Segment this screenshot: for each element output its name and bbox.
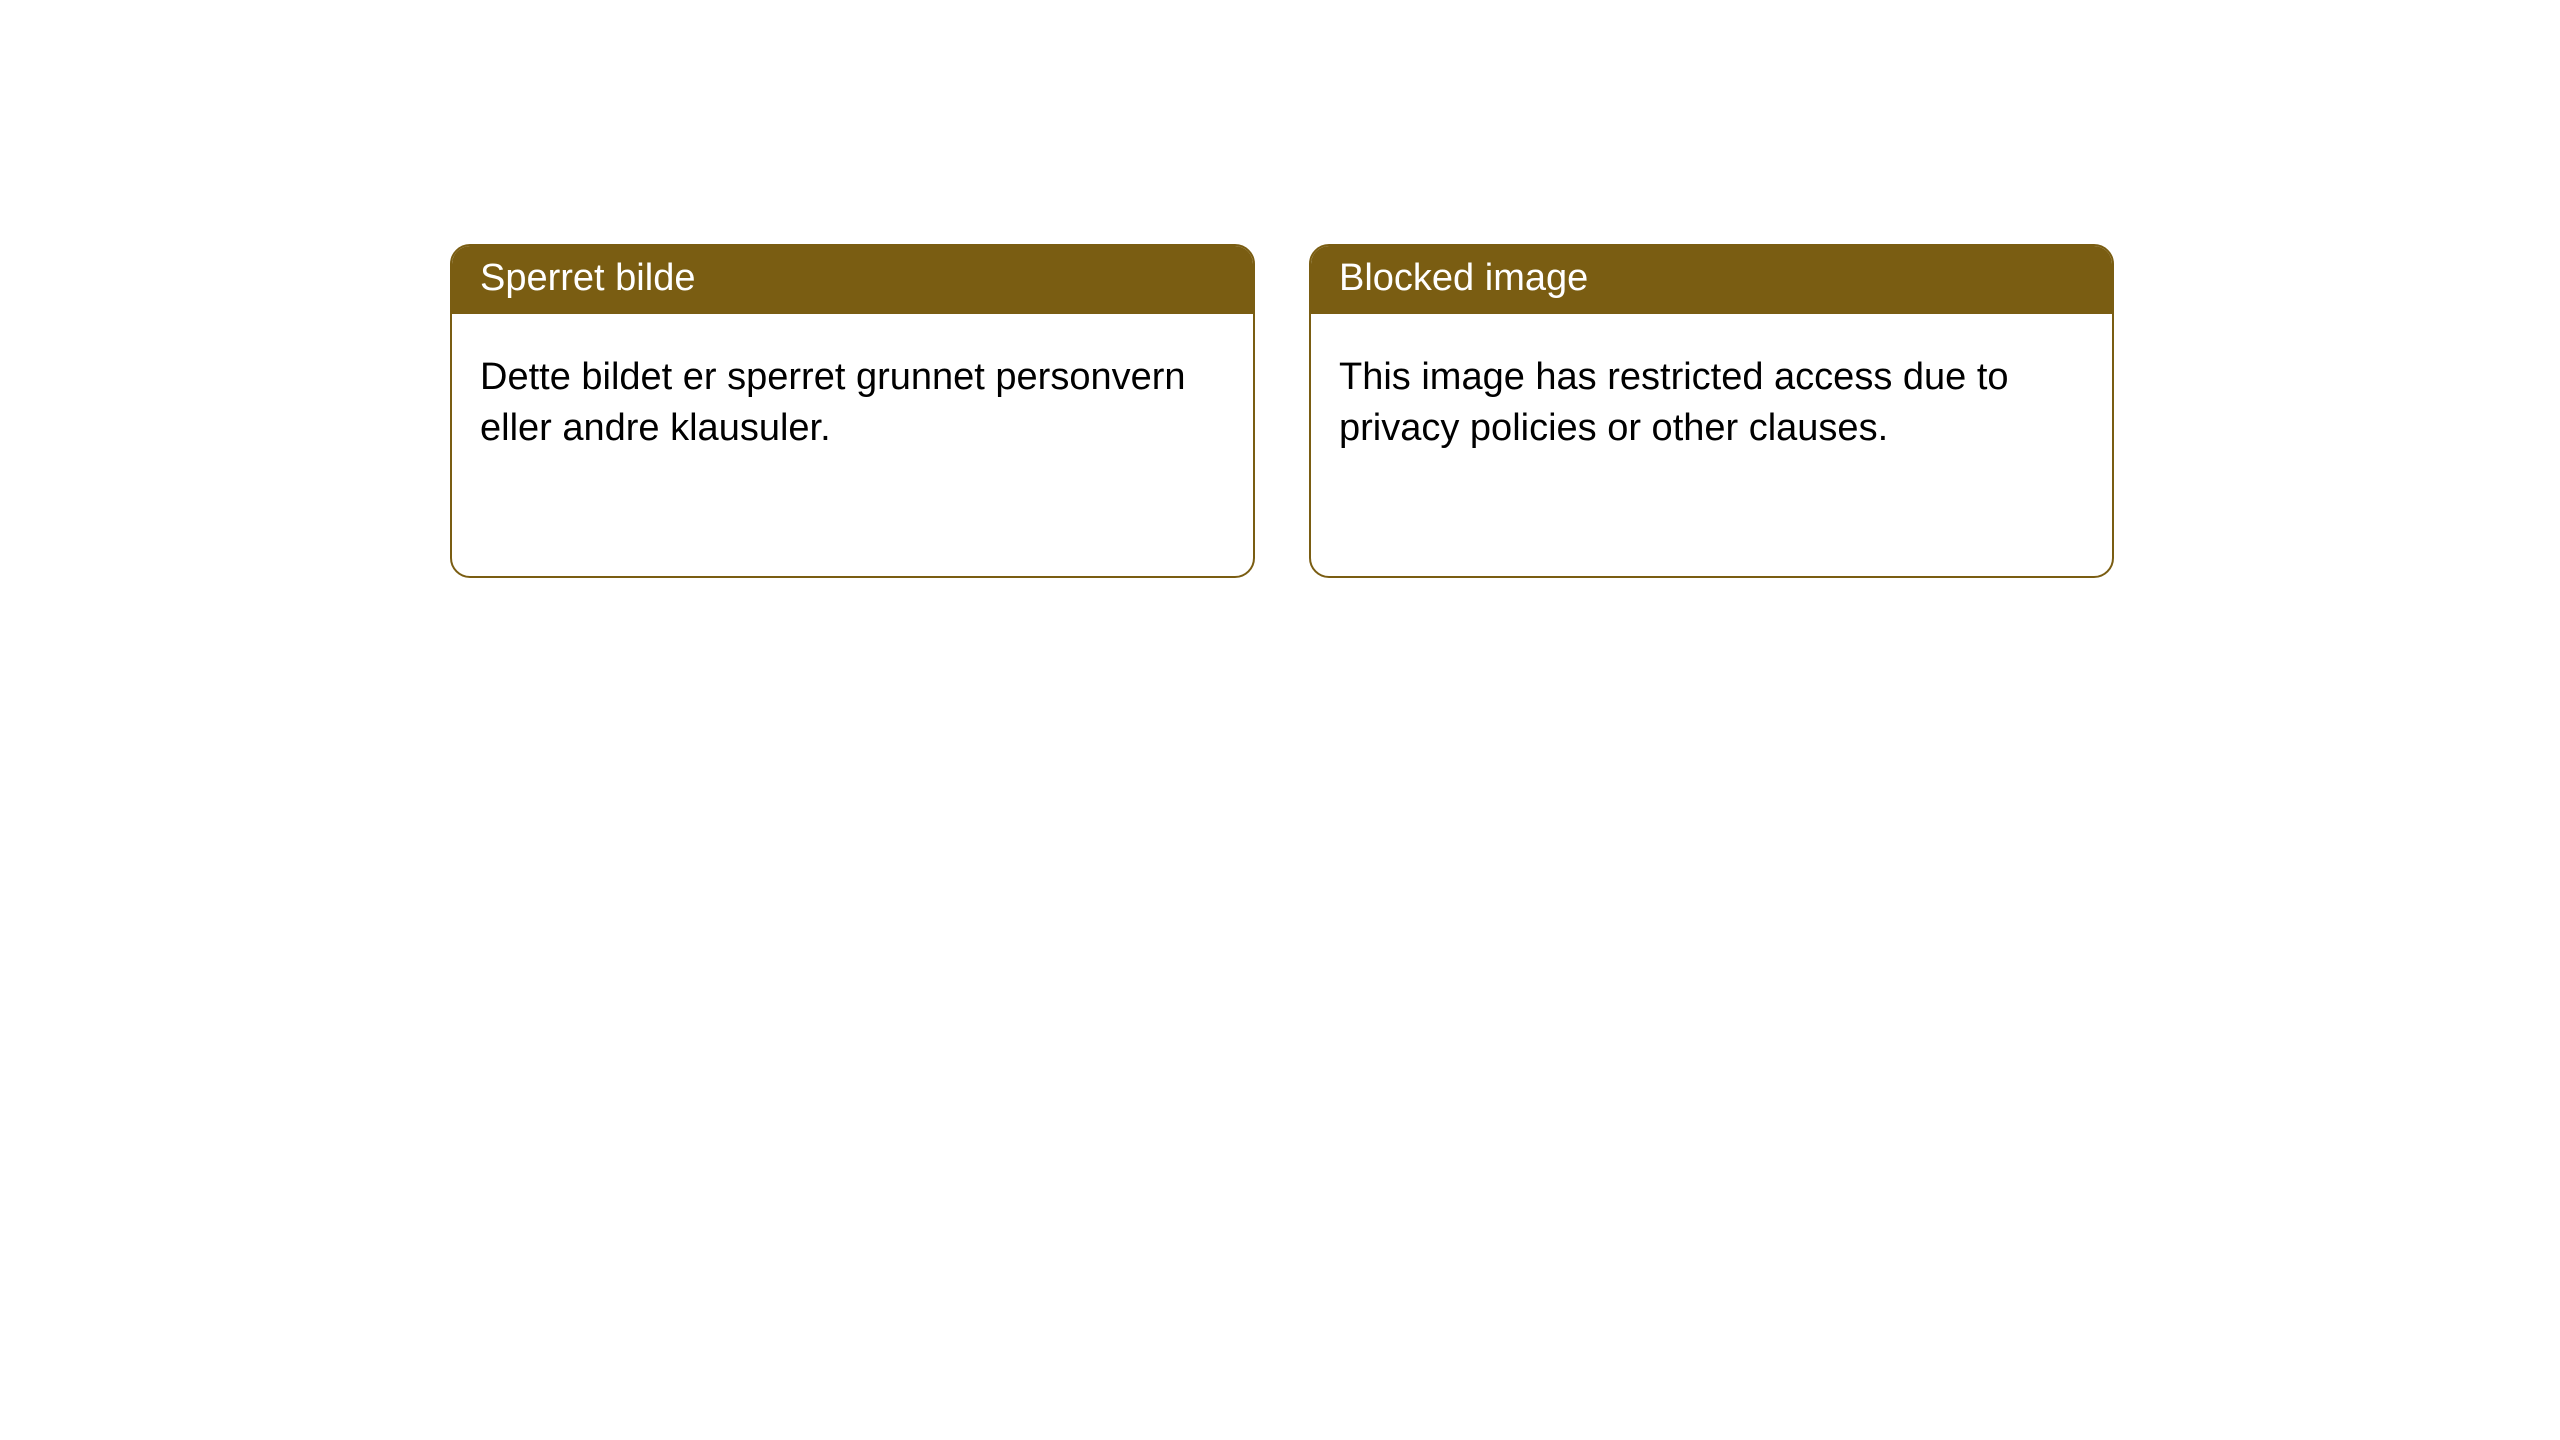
blocked-image-card-no: Sperret bilde Dette bildet er sperret gr…: [450, 244, 1255, 578]
card-header-no: Sperret bilde: [452, 246, 1253, 314]
card-header-en: Blocked image: [1311, 246, 2112, 314]
card-body-no: Dette bildet er sperret grunnet personve…: [452, 314, 1253, 493]
blocked-image-card-en: Blocked image This image has restricted …: [1309, 244, 2114, 578]
notice-container: Sperret bilde Dette bildet er sperret gr…: [0, 0, 2560, 578]
card-body-en: This image has restricted access due to …: [1311, 314, 2112, 493]
